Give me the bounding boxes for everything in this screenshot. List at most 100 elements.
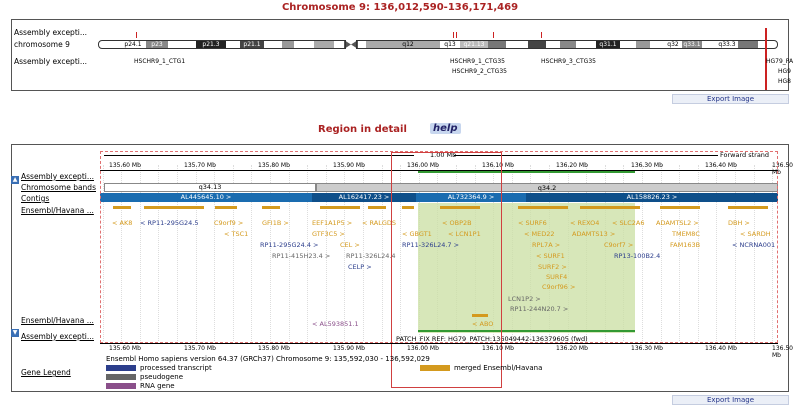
band-q21-13: q21.13 — [460, 40, 488, 49]
gene-fam163b[interactable]: FAM163B — [670, 241, 701, 249]
track-label-assembly-exception-2[interactable]: Assembly excepti... — [21, 332, 94, 341]
patch-marker-4[interactable] — [493, 32, 494, 38]
track-label-ensembl-havana-2[interactable]: Ensembl/Havana ... — [21, 316, 94, 325]
patch-label[interactable]: HG9 — [778, 68, 791, 75]
gene-gtf3c5[interactable]: GTF3C5 > — [312, 230, 345, 238]
patch-marker-1[interactable] — [136, 32, 137, 38]
band-p21-1: p21.1 — [240, 40, 264, 49]
gene-sardh[interactable]: < SARDH — [740, 230, 771, 238]
gene-rp13-100b2-4[interactable]: RP13-100B2.4 — [614, 252, 661, 260]
gene-gfi1b[interactable]: GFI1B > — [262, 219, 289, 227]
contig-al445645[interactable]: AL445645.10 > — [100, 193, 312, 202]
region-marker — [765, 28, 767, 90]
patch-label[interactable]: HG79_PA — [766, 58, 794, 65]
gene-eef1a1p5[interactable]: EEF1A1P5 > — [312, 219, 353, 227]
gene-rexo4[interactable]: < REXO4 — [570, 219, 600, 227]
gene-dbh[interactable]: DBH > — [728, 219, 750, 227]
gene-ncrna001[interactable]: < NCRNA001 — [732, 241, 776, 249]
strand-label: Forward strand — [720, 151, 770, 159]
band-q33-1: q33.1 — [682, 40, 702, 49]
contig-al162417[interactable]: AL162417.23 > — [312, 193, 416, 202]
legend-swatch-merged — [420, 365, 450, 371]
centromere-icon — [344, 40, 358, 49]
region-title: Region in detail — [318, 124, 407, 135]
gene-rpl7a[interactable]: RPL7A > — [532, 241, 561, 249]
gene-al593851-1[interactable]: < AL593851.1 — [312, 320, 359, 328]
legend-swatch-rna — [106, 383, 136, 389]
gene-surf4[interactable]: SURF4 — [546, 273, 568, 281]
gene-rp11-326l24-4[interactable]: RP11-326L24.4 — [346, 252, 396, 260]
gene-rp11-244n20-7[interactable]: RP11-244N20.7 > — [510, 305, 569, 313]
zoom-region-box[interactable] — [391, 152, 502, 388]
selection-outline — [100, 151, 778, 343]
track-label-assembly-exception[interactable]: Assembly excepti... — [21, 172, 94, 181]
gene-surf6[interactable]: < SURF6 — [518, 219, 547, 227]
gene-abo[interactable]: < ABO — [472, 320, 494, 328]
contig-al158826[interactable]: AL158826.23 > — [526, 193, 778, 202]
patch-label[interactable]: HSCHR9_2_CTG35 — [452, 68, 507, 75]
gene-rp11-295g24-5[interactable]: < RP11-295G24.5 — [140, 219, 199, 227]
gene-ralgds[interactable]: < RALGDS — [362, 219, 397, 227]
gene-lcn1p2[interactable]: LCN1P2 > — [508, 295, 541, 303]
patch-label[interactable]: HG8 — [778, 78, 791, 85]
assembly-exception-label-1[interactable]: Assembly excepti... — [14, 28, 87, 37]
gene-c9orf7[interactable]: C9orf7 > — [604, 241, 634, 249]
band-p24-1: p24.1 — [120, 40, 146, 49]
band-q31-1: q31.1 — [596, 40, 620, 49]
gene-lcn1p1[interactable]: < LCN1P1 — [448, 230, 481, 238]
gene-tmem8c[interactable]: TMEM8C — [672, 230, 700, 238]
patch-marker-2[interactable] — [453, 32, 454, 38]
legend-swatch-pseudogene — [106, 374, 136, 380]
gene-adamtsl2[interactable]: ADAMTSL2 > — [656, 219, 699, 227]
legend-rna: RNA gene — [140, 382, 175, 390]
track-label-ensembl-havana-1[interactable]: Ensembl/Havana ... — [21, 206, 94, 215]
help-button[interactable]: help — [430, 123, 461, 134]
patch-label[interactable]: HSCHR9_1_CTG35 — [450, 58, 505, 65]
legend-processed: processed transcript — [140, 364, 212, 372]
expand-toggle-icon[interactable]: ▼ — [11, 329, 19, 337]
highlighted-region — [418, 203, 635, 333]
collapse-toggle-icon[interactable]: ▲ — [11, 176, 19, 184]
gene-adamts13[interactable]: ADAMTS13 > — [572, 230, 616, 238]
gene-obp2b[interactable]: < OBP2B — [442, 219, 472, 227]
gene-rp11-295g24-4[interactable]: RP11-295G24.4 > — [260, 241, 319, 249]
chromosome-title: Chromosome 9: 136,012,590-136,171,469 — [281, 2, 519, 13]
patch-marker-3[interactable] — [456, 32, 457, 38]
gene-legend-label: Gene Legend — [21, 368, 71, 377]
track-label-chromosome-bands[interactable]: Chromosome bands — [21, 183, 96, 192]
legend-merged: merged Ensembl/Havana — [454, 364, 543, 372]
patch-fix-bar[interactable] — [418, 330, 635, 332]
chromosome-label[interactable]: chromosome 9 — [14, 40, 70, 49]
contig-track: AL445645.10 > AL162417.23 > AL732364.9 >… — [100, 193, 778, 202]
band-q32: q32 — [664, 40, 682, 49]
gene-surf1[interactable]: < SURF1 — [536, 252, 565, 260]
export-image-button-top[interactable]: Export Image — [672, 94, 789, 104]
gene-c9orf96[interactable]: C9orf96 > — [542, 283, 576, 291]
patch-region-top — [418, 171, 635, 173]
gene-rp11-326l24-7[interactable]: RP11-326L24.7 > — [402, 241, 460, 249]
track-label-contigs[interactable]: Contigs — [21, 194, 50, 203]
export-image-button-bottom[interactable]: Export Image — [672, 395, 789, 405]
patch-marker-5[interactable] — [541, 32, 542, 38]
gene-celp[interactable]: CELP > — [348, 263, 372, 271]
band-p23: p23 — [146, 40, 168, 49]
band-q12: q12 — [398, 40, 418, 49]
gene-ak8[interactable]: < AK8 — [112, 219, 133, 227]
patch-label[interactable]: HSCHR9_3_CTG35 — [541, 58, 596, 65]
contig-al732364[interactable]: AL732364.9 > — [416, 193, 526, 202]
chromosome-ideogram[interactable]: p24.1 p23 p21.3 p21.1 q12 q13 q21.13 q31… — [98, 40, 778, 49]
patch-label[interactable]: HSCHR9_1_CTG1 — [134, 58, 186, 65]
scale-label: 1.00 Mb — [430, 151, 457, 159]
assembly-exception-label-2[interactable]: Assembly excepti... — [14, 57, 87, 66]
patch-fix-label[interactable]: PATCH_FIX REF: HG79_PATCH:136049442-1363… — [396, 335, 588, 343]
gene-c9orf9[interactable]: C9orf9 > — [214, 219, 244, 227]
detail-band-q34-13: q34.13 — [198, 183, 222, 191]
gene-gbgt1[interactable]: < GBGT1 — [402, 230, 432, 238]
gene-rp11-415h23-4[interactable]: RP11-415H23.4 > — [272, 252, 331, 260]
legend-pseudogene: pseudogene — [140, 373, 184, 381]
gene-tsc1[interactable]: < TSC1 — [224, 230, 249, 238]
gene-med22[interactable]: < MED22 — [524, 230, 555, 238]
gene-slc2a6[interactable]: < SLC2A6 — [612, 219, 645, 227]
gene-surf2[interactable]: SURF2 > — [538, 263, 567, 271]
gene-cel[interactable]: CEL > — [340, 241, 360, 249]
